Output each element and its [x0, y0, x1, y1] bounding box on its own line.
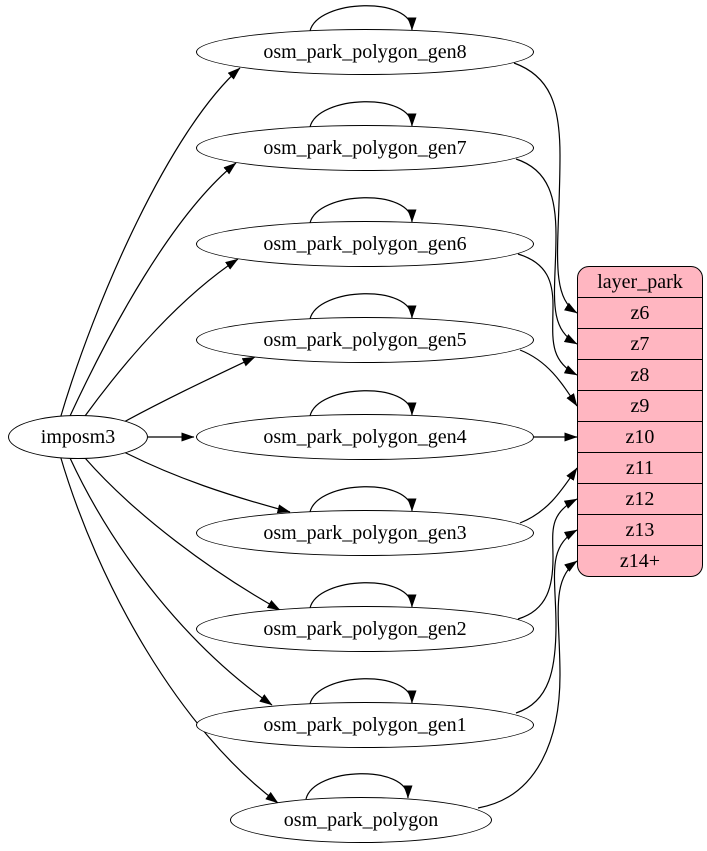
node-imposm3-label: imposm3 [40, 426, 116, 448]
edge-osm_park_polygon_gen5-to-layer_park.z9 [519, 349, 578, 407]
edge-imposm3-to-osm_park_polygon_gen8 [59, 67, 241, 420]
layer-park-title: layer_park [597, 271, 683, 293]
node-osm_park_polygon_gen5: osm_park_polygon_gen5 [196, 317, 534, 363]
edge-osm_park_polygon_gen7-to-layer_park.z7 [515, 158, 578, 345]
layer-park-row-label: z6 [630, 302, 650, 324]
edge-osm_park_polygon_gen1-to-layer_park.z13 [515, 529, 578, 714]
edge-osm_park_polygon_gen3-to-osm_park_polygon_gen3 [309, 486, 417, 513]
node-osm_park_polygon: osm_park_polygon [230, 797, 492, 843]
edge-osm_park_polygon_gen2-to-layer_park.z12 [517, 498, 578, 620]
node-layer-park: layer_park z6 z7 z8 z9 z10 z11 z12 z13 z14+ [577, 266, 703, 577]
node-osm_park_polygon_gen8: osm_park_polygon_gen8 [196, 29, 534, 75]
edge-osm_park_polygon_gen4-to-osm_park_polygon_gen4 [309, 390, 417, 417]
node-label: osm_park_polygon_gen6 [263, 233, 467, 255]
edge-osm_park_polygon_gen1-to-osm_park_polygon_gen1 [309, 678, 417, 705]
node-label: osm_park_polygon_gen3 [263, 522, 467, 544]
edge-imposm3-to-osm_park_polygon_gen6 [84, 258, 239, 417]
edge-osm_park_polygon_gen7-to-osm_park_polygon_gen7 [309, 101, 417, 128]
edge-osm_park_polygon-to-osm_park_polygon [305, 773, 413, 800]
node-osm_park_polygon_gen3: osm_park_polygon_gen3 [196, 510, 534, 556]
node-osm_park_polygon_gen6: osm_park_polygon_gen6 [196, 221, 534, 267]
edge-imposm3-to-osm_park_polygon_gen7 [69, 162, 237, 417]
node-osm_park_polygon_gen4: osm_park_polygon_gen4 [196, 414, 534, 460]
edge-osm_park_polygon_gen2-to-osm_park_polygon_gen2 [309, 582, 417, 609]
layer-park-row-z8: z8 [578, 359, 702, 390]
layer-park-row-label: z10 [625, 426, 655, 448]
layer-park-row-z7: z7 [578, 328, 702, 359]
layer-park-row-z9: z9 [578, 390, 702, 421]
layer-park-row-z6: z6 [578, 297, 702, 328]
layer-park-header: layer_park [578, 267, 702, 297]
node-osm_park_polygon_gen2: osm_park_polygon_gen2 [196, 606, 534, 652]
edge-imposm3-to-osm_park_polygon_gen3 [121, 450, 291, 514]
layer-park-row-z14+: z14+ [578, 545, 702, 576]
layer-park-row-label: z7 [630, 333, 650, 355]
edge-osm_park_polygon_gen8-to-layer_park.z6 [513, 62, 578, 314]
layer-park-row-label: z13 [625, 519, 655, 541]
edge-osm_park_polygon_gen6-to-layer_park.z8 [517, 253, 578, 376]
layer-park-row-label: z9 [630, 395, 650, 417]
edge-osm_park_polygon_gen5-to-osm_park_polygon_gen5 [309, 293, 417, 320]
layer-park-row-label: z8 [630, 364, 650, 386]
layer-park-row-label: z12 [625, 488, 655, 510]
layer-park-row-z13: z13 [578, 514, 702, 545]
edge-osm_park_polygon_gen8-to-osm_park_polygon_gen8 [309, 5, 417, 32]
edge-imposm3-to-osm_park_polygon_gen1 [69, 457, 273, 706]
edge-osm_park_polygon_gen6-to-osm_park_polygon_gen6 [309, 197, 417, 224]
layer-park-row-z11: z11 [578, 452, 702, 483]
node-label: osm_park_polygon_gen4 [263, 426, 467, 448]
node-label: osm_park_polygon_gen2 [263, 618, 467, 640]
node-osm_park_polygon_gen1: osm_park_polygon_gen1 [196, 702, 534, 748]
node-label: osm_park_polygon_gen7 [263, 137, 467, 159]
node-label: osm_park_polygon_gen1 [263, 714, 467, 736]
layer-park-row-z10: z10 [578, 421, 702, 452]
layer-park-row-label: z14+ [619, 550, 661, 572]
node-label: osm_park_polygon_gen8 [263, 41, 467, 63]
edge-osm_park_polygon-to-layer_park.z14+ [477, 560, 578, 809]
layer-park-row-label: z11 [625, 457, 655, 479]
edge-imposm3-to-osm_park_polygon_gen5 [121, 356, 256, 424]
layer-park-row-z12: z12 [578, 483, 702, 514]
edge-imposm3-to-osm_park_polygon [59, 454, 279, 804]
node-label: osm_park_polygon_gen5 [263, 329, 467, 351]
edge-imposm3-to-osm_park_polygon_gen2 [84, 457, 281, 611]
node-osm_park_polygon_gen7: osm_park_polygon_gen7 [196, 125, 534, 171]
node-imposm3: imposm3 [8, 415, 148, 459]
edge-osm_park_polygon_gen3-to-layer_park.z11 [519, 467, 578, 524]
node-label: osm_park_polygon [283, 809, 439, 831]
